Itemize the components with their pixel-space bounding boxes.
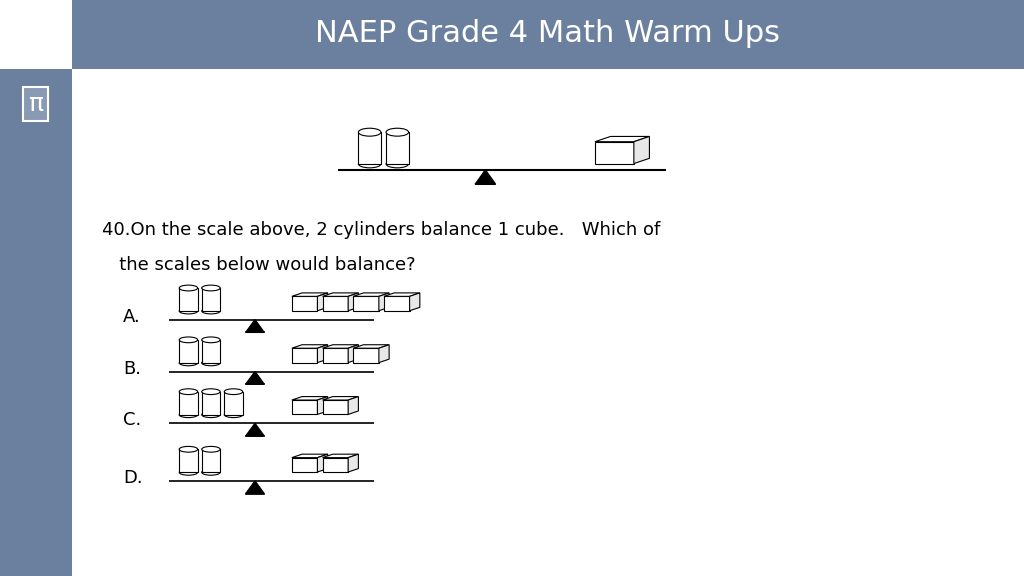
Polygon shape [292,454,328,457]
Ellipse shape [202,446,220,452]
Ellipse shape [179,285,198,291]
Polygon shape [317,344,328,363]
Polygon shape [353,293,389,296]
Text: the scales below would balance?: the scales below would balance? [102,256,416,274]
Polygon shape [384,293,420,296]
Polygon shape [246,320,264,332]
Ellipse shape [202,285,220,291]
FancyBboxPatch shape [202,340,220,363]
Ellipse shape [179,469,198,475]
FancyBboxPatch shape [323,348,348,363]
Polygon shape [323,344,358,348]
Polygon shape [348,454,358,472]
Polygon shape [410,293,420,311]
Ellipse shape [224,389,243,395]
Polygon shape [317,454,328,472]
Text: π: π [29,92,43,116]
FancyBboxPatch shape [179,288,198,311]
Ellipse shape [386,160,409,168]
Polygon shape [353,344,389,348]
Ellipse shape [179,412,198,418]
Text: B.: B. [123,359,141,378]
Ellipse shape [202,337,220,343]
Polygon shape [379,293,389,311]
Polygon shape [246,372,264,384]
FancyBboxPatch shape [353,296,379,311]
FancyBboxPatch shape [323,296,348,311]
FancyBboxPatch shape [384,296,410,311]
Polygon shape [595,137,649,142]
FancyBboxPatch shape [179,392,198,415]
Polygon shape [323,293,358,296]
Ellipse shape [358,160,381,168]
Ellipse shape [202,389,220,395]
Text: 40.On the scale above, 2 cylinders balance 1 cube.   Which of: 40.On the scale above, 2 cylinders balan… [102,221,660,240]
Ellipse shape [179,389,198,395]
FancyBboxPatch shape [595,142,634,164]
FancyBboxPatch shape [386,132,409,164]
Ellipse shape [179,446,198,452]
Ellipse shape [358,128,381,136]
Ellipse shape [179,308,198,314]
Polygon shape [292,396,328,400]
Polygon shape [634,137,649,164]
FancyBboxPatch shape [292,296,317,311]
FancyBboxPatch shape [179,340,198,363]
FancyBboxPatch shape [179,449,198,472]
FancyBboxPatch shape [358,132,381,164]
FancyBboxPatch shape [224,392,243,415]
Ellipse shape [202,469,220,475]
FancyBboxPatch shape [292,457,317,472]
Polygon shape [348,293,358,311]
FancyBboxPatch shape [292,400,317,415]
Text: C.: C. [123,411,141,430]
Ellipse shape [202,412,220,418]
FancyBboxPatch shape [323,400,348,415]
FancyBboxPatch shape [202,288,220,311]
FancyBboxPatch shape [72,0,1024,69]
FancyBboxPatch shape [202,392,220,415]
Polygon shape [475,170,496,184]
Polygon shape [292,344,328,348]
Polygon shape [292,293,328,296]
Polygon shape [323,396,358,400]
Polygon shape [379,344,389,363]
Ellipse shape [179,360,198,366]
Ellipse shape [179,337,198,343]
FancyBboxPatch shape [202,449,220,472]
FancyBboxPatch shape [353,348,379,363]
Text: A.: A. [123,308,140,326]
FancyBboxPatch shape [292,348,317,363]
Ellipse shape [202,308,220,314]
FancyBboxPatch shape [323,457,348,472]
Polygon shape [348,396,358,415]
Ellipse shape [202,360,220,366]
Polygon shape [246,423,264,436]
Polygon shape [323,454,358,457]
Polygon shape [317,293,328,311]
Ellipse shape [224,412,243,418]
Polygon shape [246,481,264,494]
Ellipse shape [386,128,409,136]
Text: D.: D. [123,469,142,487]
Polygon shape [348,344,358,363]
FancyBboxPatch shape [0,69,72,576]
Polygon shape [317,396,328,415]
Text: NAEP Grade 4 Math Warm Ups: NAEP Grade 4 Math Warm Ups [315,19,780,48]
